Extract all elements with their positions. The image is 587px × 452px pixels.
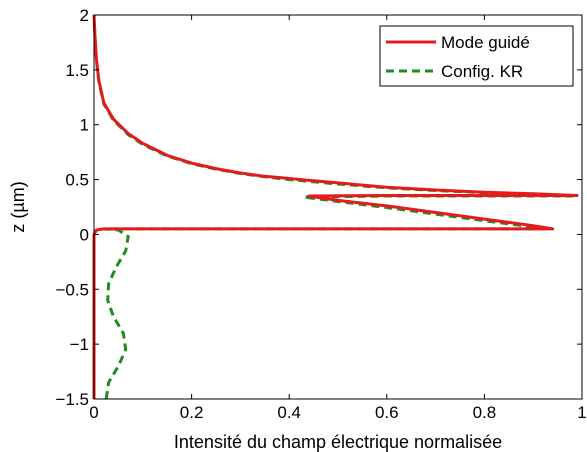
- legend-label-config-kr: Config. KR: [441, 62, 523, 81]
- legend: Mode guidé Config. KR: [379, 25, 574, 87]
- legend-label-mode-guide: Mode guidé: [441, 33, 530, 52]
- series-layer: [92, 14, 579, 400]
- x-tick-label: 0: [89, 403, 98, 422]
- x-tick-label: 0.6: [375, 403, 399, 422]
- y-tick-label: 2: [80, 6, 89, 25]
- y-tick-label: 1: [80, 116, 89, 135]
- x-axis-label: Intensité du champ électrique normalisée: [174, 432, 502, 452]
- y-tick-label: −1.5: [55, 390, 89, 409]
- ticks-layer: 0 0.2 0.4 0.6 0.8 1 −1.5 −1 −0.5 0 0.5 1 1.5 2: [55, 6, 586, 422]
- x-tick-label: 0.2: [180, 403, 204, 422]
- y-tick-label: −0.5: [55, 280, 89, 299]
- x-tick-label: 0.8: [473, 403, 497, 422]
- plot-frame: [93, 14, 583, 400]
- y-tick-label: −1: [70, 335, 89, 354]
- y-tick-label: 0.5: [65, 171, 89, 190]
- y-tick-label: 0: [80, 225, 89, 244]
- legend-box: [379, 25, 574, 87]
- y-axis-label: z (µm): [8, 181, 28, 232]
- x-tick-label: 1: [577, 403, 586, 422]
- x-tick-label: 0.4: [277, 403, 301, 422]
- y-tick-label: 1.5: [65, 61, 89, 80]
- series-line-mode-guide: [92, 14, 579, 399]
